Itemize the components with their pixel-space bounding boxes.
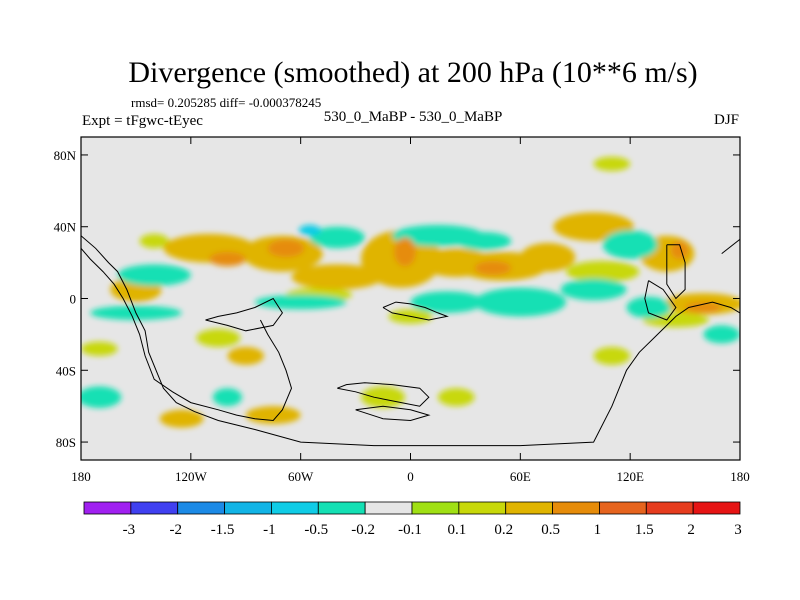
coastline-segment bbox=[721, 238, 740, 254]
divergence-blob bbox=[520, 370, 594, 389]
colorbar-label: -1 bbox=[263, 522, 276, 538]
colorbar-swatch bbox=[83, 501, 132, 515]
divergence-blob bbox=[291, 264, 384, 290]
x-tick-label: 60W bbox=[288, 469, 314, 484]
colorbar-swatch bbox=[505, 501, 553, 515]
colorbar-swatch bbox=[317, 501, 366, 515]
colorbar-swatch bbox=[458, 501, 507, 515]
coastline-segment bbox=[205, 297, 284, 332]
divergence-blob bbox=[254, 294, 347, 310]
divergence-blob bbox=[474, 287, 567, 317]
divergence-blob bbox=[245, 406, 301, 425]
x-tick-label: 120E bbox=[616, 469, 644, 484]
y-tick-label: 0 bbox=[70, 292, 77, 307]
colorbar-label: -0.1 bbox=[398, 522, 422, 538]
coastline-segment bbox=[355, 405, 431, 422]
colorbar-label: -0.5 bbox=[304, 522, 328, 538]
divergence-blob bbox=[209, 251, 246, 267]
y-tick-label: 80S bbox=[56, 435, 76, 450]
chart-title: Divergence (smoothed) at 200 hPa (10**6 … bbox=[128, 56, 697, 89]
colorbar-swatch bbox=[130, 501, 179, 515]
colorbar-swatch bbox=[177, 501, 225, 515]
divergence-blob bbox=[139, 233, 169, 249]
coastline-segment bbox=[666, 244, 686, 300]
colorbar-swatch bbox=[364, 501, 413, 515]
colorbar-label: 3 bbox=[734, 522, 742, 538]
divergence-blob bbox=[560, 278, 627, 301]
divergence-blob bbox=[196, 329, 241, 347]
coastline-segment bbox=[644, 280, 677, 321]
coastline-segment bbox=[81, 247, 293, 422]
divergence-blob bbox=[456, 232, 512, 251]
divergence-blob bbox=[346, 183, 402, 199]
divergence-blob bbox=[159, 409, 204, 428]
divergence-blob bbox=[520, 242, 576, 272]
coastline-segment bbox=[382, 301, 449, 321]
map-plot-area bbox=[80, 136, 741, 461]
coastline-segment bbox=[81, 235, 740, 447]
divergence-blob bbox=[602, 230, 658, 260]
divergence-field bbox=[81, 156, 740, 428]
divergence-blob bbox=[361, 386, 406, 408]
colorbar-swatch bbox=[692, 501, 741, 515]
divergence-blob bbox=[474, 260, 512, 276]
coastlines bbox=[81, 235, 740, 447]
divergence-blob bbox=[703, 325, 740, 344]
divergence-blob bbox=[267, 239, 305, 258]
divergence-blob bbox=[227, 346, 265, 365]
experiment-label: Expt = tFgwc-tEyec bbox=[82, 113, 203, 129]
divergence-blob bbox=[410, 291, 484, 313]
colorbar-swatch bbox=[411, 501, 460, 515]
colorbar-legend: -3 -2 -1.5 -1 -0.5 -0.2 -0.1 0.1 0.2 0.5 1 1.5 2 3 bbox=[83, 501, 742, 538]
divergence-blob bbox=[81, 386, 122, 408]
divergence-blob bbox=[670, 241, 689, 260]
divergence-blob bbox=[593, 346, 631, 365]
x-tick-label: 180 bbox=[730, 469, 750, 484]
x-tick-label: 180 bbox=[71, 469, 91, 484]
y-tick-label: 40N bbox=[54, 220, 77, 235]
colorbar-label: 2 bbox=[687, 522, 695, 538]
coastline-segment bbox=[337, 382, 430, 407]
colorbar-swatch bbox=[271, 501, 319, 515]
divergence-blob bbox=[437, 165, 512, 181]
divergence-blob bbox=[437, 388, 475, 407]
divergence-blob bbox=[298, 224, 321, 236]
y-axis: 80N 40N 0 40S 80S bbox=[54, 148, 740, 450]
divergence-blob bbox=[593, 156, 631, 172]
divergence-blob bbox=[566, 260, 640, 283]
y-tick-label: 40S bbox=[56, 363, 76, 378]
divergence-blob bbox=[648, 397, 704, 416]
colorbar-label: -0.2 bbox=[351, 522, 375, 538]
colorbar-label: 1.5 bbox=[635, 522, 654, 538]
divergence-blob bbox=[212, 388, 243, 407]
x-tick-label: 120W bbox=[175, 469, 208, 484]
comparison-label: 530_0_MaBP - 530_0_MaBP bbox=[324, 109, 503, 125]
colorbar-label: 0.5 bbox=[541, 522, 560, 538]
x-tick-label: 0 bbox=[407, 469, 414, 484]
divergence-blob bbox=[626, 296, 671, 319]
colorbar-label: -2 bbox=[169, 522, 182, 538]
colorbar-swatch bbox=[224, 501, 272, 515]
season-label: DJF bbox=[714, 112, 739, 128]
divergence-blob bbox=[81, 341, 118, 356]
colorbar-swatch bbox=[552, 501, 600, 515]
stats-label: rmsd= 0.205285 diff= -0.000378245 bbox=[131, 95, 321, 110]
colorbar-label: 0.1 bbox=[447, 522, 466, 538]
colorbar-label: 0.2 bbox=[494, 522, 513, 538]
y-tick-label: 80N bbox=[54, 148, 77, 163]
colorbar-swatch bbox=[599, 501, 647, 515]
colorbar-label: -1.5 bbox=[211, 522, 235, 538]
divergence-blob bbox=[394, 237, 416, 267]
divergence-blob bbox=[117, 264, 191, 286]
colorbar-swatch bbox=[645, 501, 694, 515]
colorbar-label: 1 bbox=[594, 522, 602, 538]
x-tick-label: 60E bbox=[510, 469, 531, 484]
divergence-blob bbox=[309, 226, 365, 249]
colorbar-label: -3 bbox=[123, 522, 136, 538]
plot-background bbox=[81, 137, 740, 460]
x-axis: 180 120W 60W 0 60E 120E 180 bbox=[71, 137, 750, 484]
divergence-blob bbox=[685, 302, 722, 313]
